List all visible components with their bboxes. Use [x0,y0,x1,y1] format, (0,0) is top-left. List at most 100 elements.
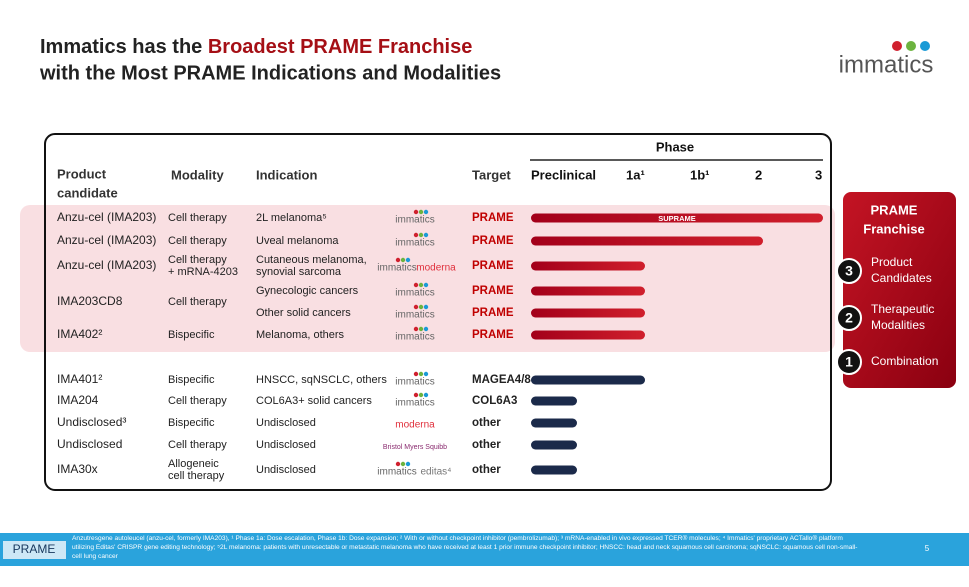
panel-badge [836,258,862,284]
product: IMA401² [57,372,102,386]
product: Undisclosed³ [57,415,126,429]
indication: Undisclosed [256,439,316,451]
phase-label: Preclinical [531,167,596,182]
partner-logo-dot [413,304,419,310]
product: Anzu-cel (IMA203) [57,258,156,272]
logo-dot [906,41,916,51]
partner-logo-dot [423,326,429,332]
partner-logo-dot [418,326,424,332]
partner-logo-dot [395,461,401,467]
partner-logo: Bristol Myers Squibb [383,444,447,451]
product: Undisclosed [57,437,122,451]
partner-logo-dot [405,461,411,467]
modality: Allogeneic cell therapy [168,458,225,482]
panel-label: Product Candidates [871,255,932,285]
phase-bar [531,375,645,385]
partner-logo-dot [418,371,424,377]
partner-logo: immatics [395,310,434,321]
panel-badge [836,349,862,375]
panel-label: Therapeutic Modalities [871,302,934,332]
footer-tag-box [3,541,66,559]
bar-label: SUPRAME [658,214,696,223]
target: other [472,439,501,451]
partner-logo-dot [400,257,406,263]
indication: Uveal melanoma [256,235,339,247]
partner-logo-dot [413,232,419,238]
phase-bar [531,465,577,475]
modality: Bispecific [168,417,215,429]
title-prefix: Immatics has the [40,36,208,58]
header-phase: Phase [656,139,694,154]
target: PRAME [472,329,514,341]
partner-logo-dot [423,209,429,215]
title-line2: with the Most PRAME Indications and Moda… [39,62,501,84]
modality: Cell therapy [168,212,227,224]
logo-dot [920,41,930,51]
panel-badge [836,305,862,331]
indication: Melanoma, others [256,329,345,341]
panel-number: 1 [845,354,853,370]
logo-dot [892,41,902,51]
footer-tag: PRAME [13,542,56,556]
header-target: Target [472,167,511,182]
phase-label: 1a¹ [626,167,645,182]
target: other [472,464,501,476]
partner-logo-dot [418,282,424,288]
table-frame [44,133,832,491]
target: COL6A3 [472,395,517,407]
footnote: Anzutresgene autoleucel (anzu-cel, forme… [72,535,858,560]
partner-logo-dot [423,282,429,288]
partner-logo: moderna [395,420,435,431]
phase-bar [531,418,577,428]
partner-logo-dot [413,282,419,288]
indication: HNSCC, sqNSCLC, others [256,374,387,386]
partner-logo: moderna [416,263,456,274]
partner-logo: immatics [395,238,434,249]
partner-logo-dot [423,371,429,377]
phase-label: 3 [815,167,822,182]
partner-logo-dot [423,392,429,398]
target: PRAME [472,235,514,247]
modality: Cell therapy + mRNA-4203 [168,254,238,278]
partner-logo-dot [423,232,429,238]
partner-logo-dot [413,392,419,398]
panel-number: 3 [845,263,853,279]
page-number: 5 [925,544,930,553]
indication: Other solid cancers [256,307,351,319]
modality: Cell therapy [168,296,227,308]
phase-bar [531,261,645,271]
partner-logo: immatics [395,398,434,409]
target: other [472,417,501,429]
product: IMA203CD8 [57,294,123,308]
phase-label: 1b¹ [690,167,710,182]
product: IMA30x [57,462,98,476]
product: IMA204 [57,393,99,407]
partner-logo: immatics [395,332,434,343]
phase-bar [531,213,823,223]
modality: Cell therapy [168,439,227,451]
phase-bar [531,440,577,450]
partner-logo-dot [413,371,419,377]
panel-title: PRAME Franchise [863,203,924,237]
partner-logo-dot [423,304,429,310]
header-modality: Modality [171,167,224,182]
modality: Bispecific [168,374,215,386]
header-indication: Indication [256,167,317,182]
partner-logo: immatics [395,377,434,388]
indication: Undisclosed [256,464,316,476]
product: Anzu-cel (IMA203) [57,233,156,247]
target: PRAME [472,212,514,224]
partner-logo-dot [405,257,411,263]
target: PRAME [472,260,514,272]
indication: Undisclosed [256,417,316,429]
partner-logo-dot [400,461,406,467]
partner-logo: immatics [395,288,434,299]
panel-label: Combination [871,354,938,368]
partner-logo-dot [413,209,419,215]
partner-logo-dot [418,392,424,398]
footer-band [0,533,969,566]
phase-label: 2 [755,167,762,182]
modality: Cell therapy [168,395,227,407]
partner-logo: editas⁴ [421,467,452,478]
